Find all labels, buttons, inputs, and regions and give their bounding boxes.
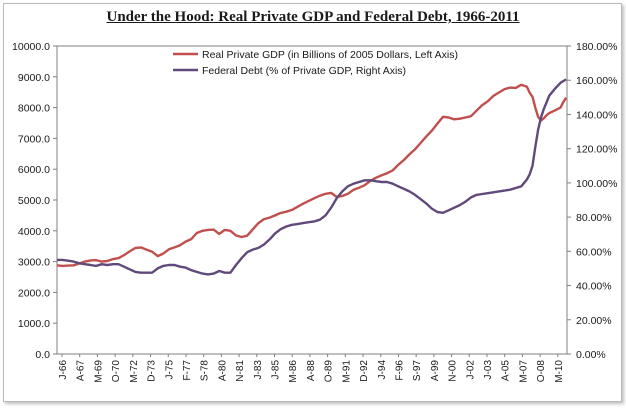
left-axis-tick-label: 1000.0 bbox=[18, 318, 50, 330]
right-axis-tick-label: 0.00% bbox=[576, 349, 606, 361]
x-axis-tick-label: A-88 bbox=[306, 360, 317, 382]
left-axis-tick-label: 2000.0 bbox=[18, 287, 50, 299]
x-axis-tick-label: F-96 bbox=[394, 360, 405, 381]
left-axis-tick-label: 4000.0 bbox=[18, 226, 50, 238]
left-axis-tick-label: 0.0 bbox=[35, 349, 50, 361]
x-axis-tick-label: N-00 bbox=[448, 360, 459, 382]
x-axis-tick-label: O-89 bbox=[324, 360, 335, 383]
left-axis-tick-label: 3000.0 bbox=[18, 257, 50, 269]
right-axis-tick-label: 120.00% bbox=[576, 144, 617, 156]
x-axis-tick-label: M-07 bbox=[518, 360, 529, 383]
x-axis-tick-label: J-75 bbox=[164, 360, 175, 380]
right-axis-tick-label: 140.00% bbox=[576, 109, 617, 121]
x-axis-tick-label: A-67 bbox=[76, 360, 87, 382]
x-axis-tick-label: S-78 bbox=[200, 360, 211, 382]
right-axis-tick-label: 40.00% bbox=[576, 281, 612, 293]
legend-entry: Federal Debt (% of Private GDP, Right Ax… bbox=[202, 65, 406, 77]
left-axis-tick-label: 5000.0 bbox=[18, 195, 50, 207]
x-axis-tick-label: M-72 bbox=[129, 360, 140, 383]
left-axis-tick-label: 9000.0 bbox=[18, 72, 50, 84]
plot-area: 0.0 1000.0 2000.0 3000.0 4000.0 5000.0 6000.0 7… bbox=[12, 41, 617, 383]
series-line-private-gdp bbox=[56, 83, 568, 268]
x-axis-tick-label: M-91 bbox=[341, 360, 352, 383]
x-axis-tick-label: A-80 bbox=[217, 360, 228, 382]
chart-frame bbox=[3, 3, 622, 402]
x-axis-tick-label: J-83 bbox=[253, 360, 264, 380]
x-axis-tick-label: M-69 bbox=[93, 360, 104, 383]
x-axis-tick-label: D-92 bbox=[359, 360, 370, 382]
left-axis-tick-label: 8000.0 bbox=[18, 103, 50, 115]
chart-title: Under the Hood: Real Private GDP and Fed… bbox=[106, 9, 520, 25]
x-axis-tick-label: A-99 bbox=[430, 360, 441, 382]
x-axis-tick-label: N-81 bbox=[235, 360, 246, 382]
x-axis-tick-label: D-73 bbox=[147, 360, 158, 382]
x-axis-tick-label: O-08 bbox=[536, 360, 547, 383]
legend-entry: Real Private GDP (in Billions of 2005 Do… bbox=[202, 49, 458, 61]
left-axis-tick-label: 7000.0 bbox=[18, 133, 50, 145]
series-line-federal-debt bbox=[57, 78, 567, 276]
x-axis-tick-label: S-97 bbox=[412, 360, 423, 382]
right-axis-tick-label: 60.00% bbox=[576, 246, 612, 258]
x-axis-tick-label: A-05 bbox=[501, 360, 512, 382]
x-axis-tick-label: J-85 bbox=[271, 360, 282, 380]
right-axis-tick-label: 80.00% bbox=[576, 212, 612, 224]
right-axis-tick-label: 180.00% bbox=[576, 41, 617, 53]
x-axis-tick-label: M-10 bbox=[554, 360, 565, 383]
x-axis-tick-label: F-77 bbox=[182, 360, 193, 381]
right-axis-tick-label: 160.00% bbox=[576, 75, 617, 87]
right-axis-tick-label: 100.00% bbox=[576, 178, 617, 190]
x-axis-tick-label: J-02 bbox=[465, 360, 476, 380]
x-axis-tick-label: M-86 bbox=[288, 360, 299, 383]
x-axis-tick-label: J-66 bbox=[58, 360, 69, 380]
left-axis-tick-label: 6000.0 bbox=[18, 164, 50, 176]
right-axis-tick-label: 20.00% bbox=[576, 315, 612, 327]
x-axis-tick-label: J-94 bbox=[377, 360, 388, 380]
x-axis-tick-label: J-03 bbox=[483, 360, 494, 380]
left-axis-tick-label: 10000.0 bbox=[12, 41, 50, 53]
x-axis-tick-label: O-70 bbox=[111, 360, 122, 383]
